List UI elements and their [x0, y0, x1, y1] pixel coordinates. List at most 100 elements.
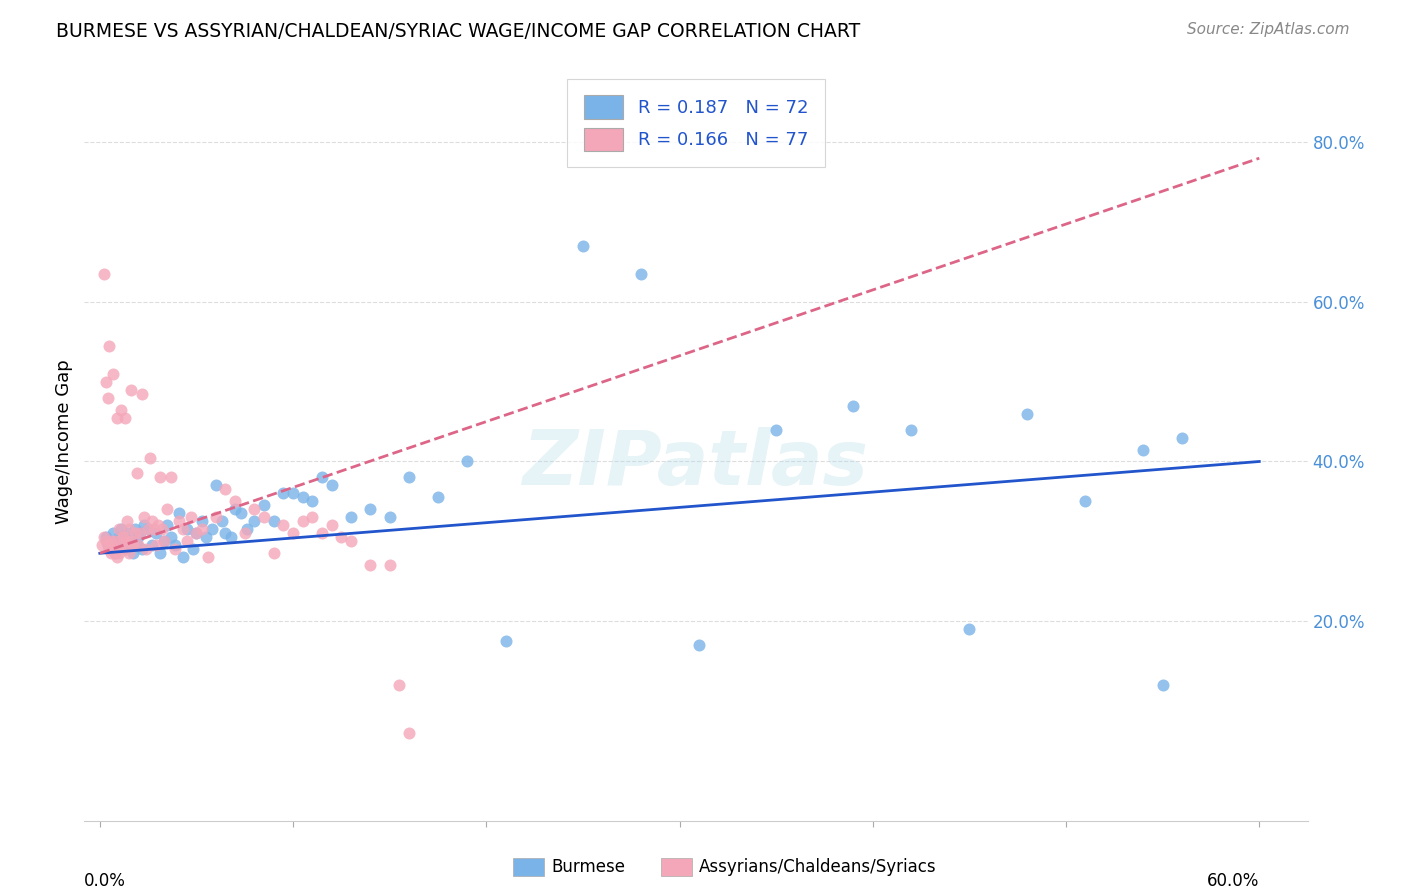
Point: [149, 470, 172, 484]
Point: [105, 550, 128, 565]
Point: [281, 486, 304, 500]
Point: [135, 542, 157, 557]
Point: [291, 491, 314, 505]
Point: [398, 726, 420, 740]
Point: [93, 267, 115, 281]
Point: [134, 510, 156, 524]
Text: 60.0%: 60.0%: [1206, 872, 1260, 890]
Point: [165, 538, 187, 552]
Point: [103, 367, 125, 381]
Point: [224, 502, 246, 516]
Point: [359, 502, 381, 516]
Point: [120, 534, 142, 549]
FancyBboxPatch shape: [513, 858, 544, 876]
Point: [165, 542, 187, 557]
Point: [142, 522, 165, 536]
Point: [111, 530, 134, 544]
Point: [191, 522, 214, 536]
Point: [359, 558, 381, 573]
Point: [93, 530, 115, 544]
Point: [211, 514, 233, 528]
Text: ZIPatlas: ZIPatlas: [523, 427, 869, 501]
Point: [253, 499, 276, 513]
Legend: R = 0.187   N = 72, R = 0.166   N = 77: R = 0.187 N = 72, R = 0.166 N = 77: [568, 79, 824, 167]
Point: [180, 510, 202, 524]
Text: Burmese: Burmese: [551, 858, 626, 876]
Point: [378, 510, 401, 524]
Point: [186, 526, 208, 541]
Point: [765, 423, 787, 437]
Point: [160, 470, 183, 484]
Point: [1171, 431, 1194, 445]
Point: [427, 491, 450, 505]
Point: [156, 502, 179, 516]
Point: [186, 526, 208, 541]
FancyBboxPatch shape: [661, 858, 692, 876]
Point: [115, 514, 138, 528]
Point: [125, 538, 148, 552]
Point: [96, 391, 118, 405]
Point: [141, 538, 163, 552]
Point: [273, 518, 295, 533]
Point: [139, 450, 162, 465]
Point: [145, 538, 167, 552]
Point: [167, 507, 190, 521]
Point: [105, 538, 128, 552]
Point: [100, 546, 122, 560]
Point: [572, 239, 595, 253]
Point: [136, 522, 159, 536]
Point: [98, 542, 121, 557]
Point: [842, 399, 865, 413]
Point: [263, 546, 285, 560]
Point: [235, 522, 257, 536]
Point: [118, 546, 141, 560]
Text: Source: ZipAtlas.com: Source: ZipAtlas.com: [1187, 22, 1350, 37]
Point: [263, 514, 285, 528]
Point: [224, 494, 246, 508]
Point: [243, 514, 266, 528]
Point: [172, 522, 194, 536]
Point: [176, 522, 198, 536]
Point: [160, 530, 183, 544]
Point: [330, 530, 353, 544]
Point: [291, 514, 314, 528]
Point: [495, 634, 517, 648]
Point: [104, 534, 127, 549]
Point: [120, 383, 142, 397]
Point: [204, 510, 226, 524]
Point: [957, 622, 980, 636]
Point: [110, 522, 132, 536]
Point: [378, 558, 401, 573]
Point: [321, 478, 343, 492]
Point: [340, 534, 363, 549]
Point: [98, 534, 121, 549]
Point: [233, 526, 256, 541]
Point: [214, 526, 236, 541]
Point: [114, 410, 136, 425]
Point: [121, 546, 143, 560]
Point: [104, 546, 127, 560]
Point: [94, 534, 117, 549]
Point: [1132, 442, 1154, 457]
Point: [124, 526, 146, 541]
Text: 0.0%: 0.0%: [84, 872, 127, 890]
Point: [115, 526, 138, 541]
Point: [121, 538, 143, 552]
Point: [281, 526, 304, 541]
Point: [311, 470, 333, 484]
Point: [127, 530, 149, 544]
Point: [1152, 678, 1174, 692]
Point: [114, 542, 136, 557]
Point: [100, 534, 122, 549]
Point: [167, 514, 190, 528]
Point: [388, 678, 411, 692]
Point: [172, 550, 194, 565]
Point: [108, 522, 131, 536]
Point: [150, 522, 173, 536]
Point: [131, 542, 153, 557]
Point: [127, 538, 149, 552]
Point: [110, 538, 132, 552]
Point: [134, 518, 156, 533]
Point: [115, 534, 138, 549]
Point: [124, 522, 146, 536]
